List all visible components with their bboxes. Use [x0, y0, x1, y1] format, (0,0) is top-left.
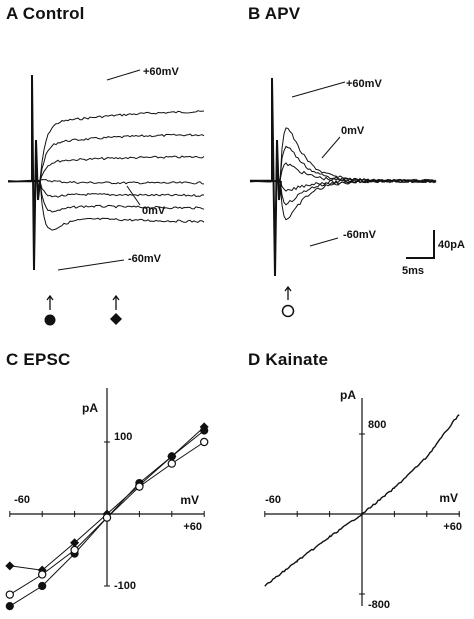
- panel-a-title: A Control: [6, 4, 85, 23]
- d-ytick-label-minus800: -800: [368, 599, 390, 611]
- panel-c: -60 +60 100 -100 pA mV: [5, 388, 209, 611]
- label-a-0mv: 0mV: [142, 205, 166, 217]
- c-point-open-circle: [102, 513, 112, 522]
- pointer-b-60mv: [291, 81, 346, 98]
- d-x-axis-label: mV: [439, 491, 458, 505]
- trace-a-5: [7, 180, 205, 198]
- arrow-b-1: [284, 285, 292, 300]
- panel-b-title: B APV: [248, 4, 301, 23]
- marker-b-open-circle: [281, 304, 295, 318]
- panel-d-title: D Kainate: [248, 350, 329, 369]
- scale-bar-y-label: 40pA: [438, 239, 465, 251]
- c-point-open-circle: [38, 570, 47, 579]
- c-point-open-circle: [5, 590, 15, 599]
- c-point-filled-diamond: [70, 538, 80, 548]
- stimulus-artifact-b: [271, 77, 282, 277]
- panel-b: +60mV 0mV -60mV 40pA 5ms: [249, 77, 465, 318]
- pointer-a-60mv: [106, 69, 141, 81]
- trace-b-5: [249, 179, 437, 206]
- pointer-a-0mv: [126, 185, 141, 206]
- label-a-minus60: -60mV: [128, 253, 162, 265]
- trace-a-7: [7, 179, 205, 231]
- marker-a-filled-diamond: [110, 313, 122, 325]
- label-b-0mv: 0mV: [341, 125, 365, 137]
- label-b-plus60: +60mV: [346, 78, 382, 90]
- c-point-open-circle: [70, 545, 79, 555]
- label-a-plus60: +60mV: [143, 66, 179, 78]
- trace-a-3: [7, 155, 205, 183]
- scale-bar: [406, 230, 435, 259]
- c-y-axis-label: pA: [82, 401, 98, 415]
- trace-a-6: [7, 180, 205, 213]
- trace-b-6: [249, 178, 437, 221]
- c-xtick-label-plus60: +60: [183, 521, 202, 533]
- panel-c-title: C EPSC: [6, 350, 71, 369]
- c-x-axis-label: mV: [180, 493, 199, 507]
- c-point-filled-circle: [5, 602, 14, 611]
- trace-a-4: [7, 178, 205, 185]
- c-point-filled-circle: [38, 581, 47, 591]
- d-ytick-label-800: 800: [368, 419, 386, 431]
- pointer-a-minus60: [57, 259, 125, 271]
- c-point-open-circle: [199, 437, 209, 447]
- marker-a-filled-circle: [44, 314, 56, 326]
- pointer-b-0mv: [321, 136, 341, 159]
- arrow-a-2: [112, 294, 120, 310]
- c-point-open-circle: [167, 459, 176, 468]
- c-point-filled-circle: [167, 452, 176, 461]
- panel-d: -60 +60 800 -800 pA mV: [264, 388, 462, 611]
- arrow-a-1: [46, 294, 54, 310]
- stimulus-artifact-a: [31, 74, 41, 271]
- c-ytick-label-minus100: -100: [114, 580, 136, 592]
- d-y-axis-label: pA: [340, 388, 356, 402]
- panel-a: +60mV 0mV -60mV: [7, 66, 205, 326]
- trace-a-1: [7, 110, 205, 182]
- label-b-minus60: -60mV: [343, 229, 377, 241]
- d-xtick-label-minus60: -60: [265, 494, 281, 506]
- c-point-filled-circle: [200, 426, 209, 435]
- c-xtick-label-minus60: -60: [14, 494, 30, 506]
- c-ytick-label-100: 100: [114, 431, 132, 443]
- d-xtick-label-plus60: +60: [443, 521, 462, 533]
- trace-a-2: [7, 133, 205, 183]
- scale-bar-x-label: 5ms: [402, 265, 424, 277]
- pointer-b-minus60: [309, 237, 339, 247]
- c-point-filled-diamond: [5, 561, 15, 571]
- c-point-open-circle: [135, 482, 144, 491]
- d-kainate-iv-curve: [264, 414, 460, 587]
